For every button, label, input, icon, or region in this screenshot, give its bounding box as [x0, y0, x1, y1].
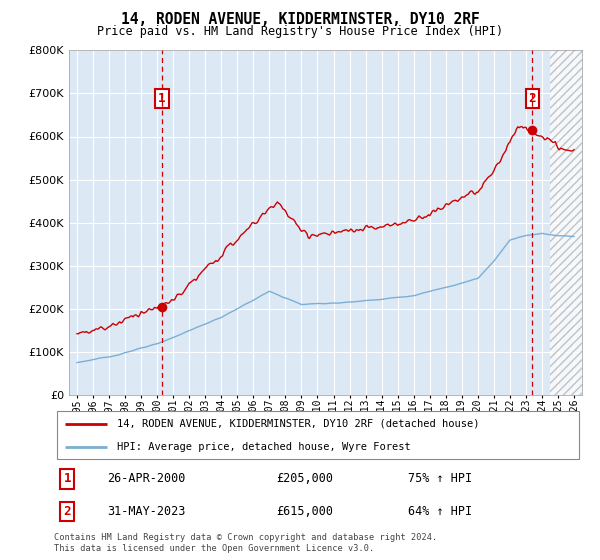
Text: £205,000: £205,000 [276, 473, 333, 486]
Bar [550, 50, 590, 395]
Text: Price paid vs. HM Land Registry's House Price Index (HPI): Price paid vs. HM Land Registry's House … [97, 25, 503, 38]
FancyBboxPatch shape [56, 412, 580, 459]
Text: Contains HM Land Registry data © Crown copyright and database right 2024.
This d: Contains HM Land Registry data © Crown c… [54, 533, 437, 553]
Text: 1: 1 [64, 473, 71, 486]
Text: £615,000: £615,000 [276, 505, 333, 517]
Bar [550, 50, 590, 395]
Text: 31-MAY-2023: 31-MAY-2023 [107, 505, 185, 517]
Text: HPI: Average price, detached house, Wyre Forest: HPI: Average price, detached house, Wyre… [118, 442, 411, 452]
Text: 14, RODEN AVENUE, KIDDERMINSTER, DY10 2RF: 14, RODEN AVENUE, KIDDERMINSTER, DY10 2R… [121, 12, 479, 27]
Text: 75% ↑ HPI: 75% ↑ HPI [408, 473, 472, 486]
Text: 64% ↑ HPI: 64% ↑ HPI [408, 505, 472, 517]
Text: 14, RODEN AVENUE, KIDDERMINSTER, DY10 2RF (detached house): 14, RODEN AVENUE, KIDDERMINSTER, DY10 2R… [118, 419, 480, 429]
Text: 1: 1 [158, 92, 166, 105]
Text: 2: 2 [529, 92, 536, 105]
Text: 26-APR-2000: 26-APR-2000 [107, 473, 185, 486]
Text: 2: 2 [64, 505, 71, 517]
